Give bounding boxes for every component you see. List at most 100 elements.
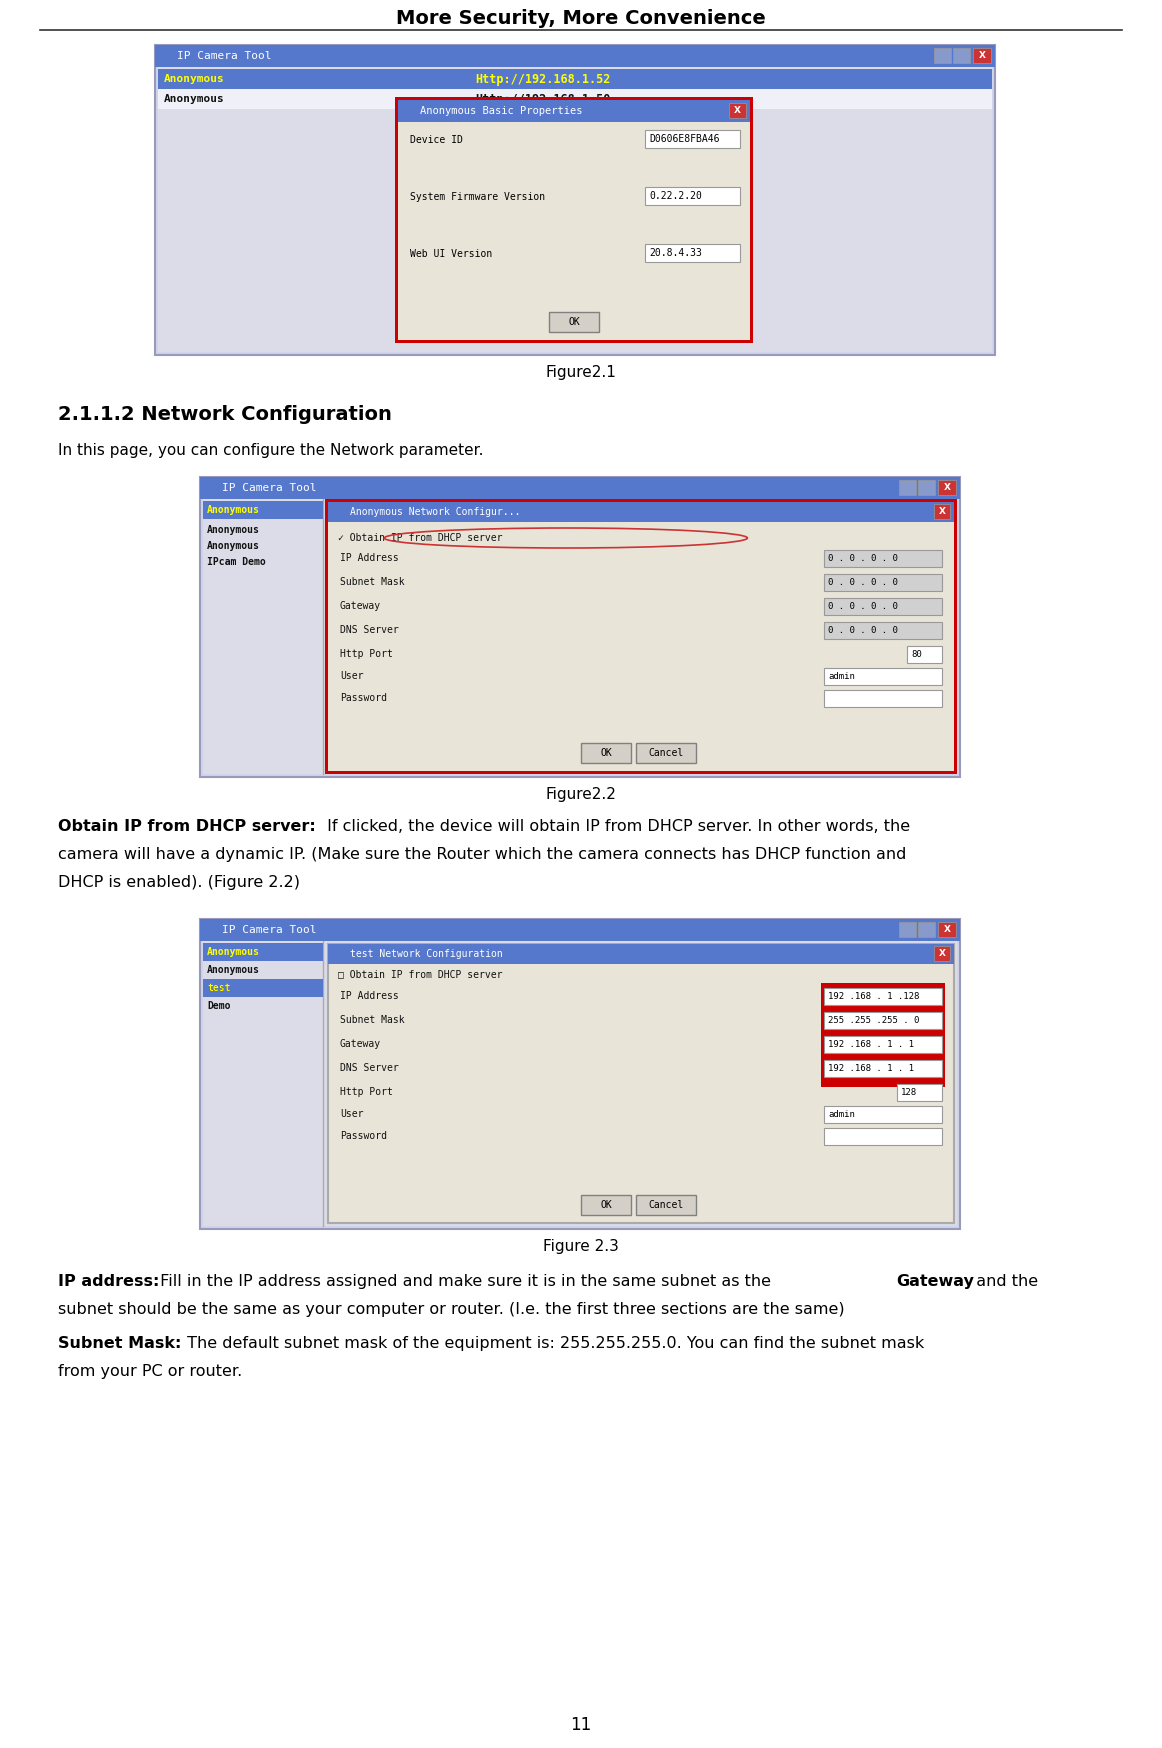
Text: User: User: [340, 671, 364, 682]
FancyBboxPatch shape: [897, 1084, 942, 1101]
Text: 11: 11: [571, 1717, 591, 1734]
Text: IPcam Demo: IPcam Demo: [207, 558, 266, 566]
Text: DHCP is enabled). (Figure 2.2): DHCP is enabled). (Figure 2.2): [58, 876, 300, 890]
Text: IP address:: IP address:: [58, 1274, 159, 1288]
FancyBboxPatch shape: [918, 481, 935, 495]
Text: Obtain IP from DHCP server:: Obtain IP from DHCP server:: [58, 820, 316, 834]
Text: DNS Server: DNS Server: [340, 1063, 399, 1073]
Text: IP Address: IP Address: [340, 552, 399, 563]
FancyBboxPatch shape: [158, 89, 992, 108]
Text: 128: 128: [901, 1087, 917, 1098]
FancyBboxPatch shape: [822, 982, 945, 1087]
Text: Gateway: Gateway: [340, 1038, 381, 1049]
FancyBboxPatch shape: [200, 477, 960, 778]
FancyBboxPatch shape: [203, 940, 323, 1225]
Text: test Network Configuration: test Network Configuration: [350, 949, 503, 960]
Text: X: X: [939, 949, 946, 958]
Text: 0 . 0 . 0 . 0: 0 . 0 . 0 . 0: [829, 579, 898, 587]
Text: DNS Server: DNS Server: [340, 626, 399, 635]
Text: Figure2.1: Figure2.1: [546, 365, 616, 381]
FancyBboxPatch shape: [938, 481, 956, 495]
FancyBboxPatch shape: [395, 96, 753, 343]
Text: admin: admin: [829, 671, 855, 682]
Text: test: test: [207, 982, 230, 993]
FancyBboxPatch shape: [155, 45, 995, 355]
FancyBboxPatch shape: [934, 946, 951, 961]
FancyBboxPatch shape: [203, 498, 323, 774]
FancyBboxPatch shape: [158, 68, 992, 89]
FancyBboxPatch shape: [908, 647, 942, 662]
FancyBboxPatch shape: [645, 129, 740, 149]
FancyBboxPatch shape: [399, 100, 749, 122]
Text: Http Port: Http Port: [340, 649, 393, 659]
Text: 2.1.1.2 Network Configuration: 2.1.1.2 Network Configuration: [58, 406, 392, 425]
FancyBboxPatch shape: [824, 551, 942, 566]
Text: Anonymous: Anonymous: [207, 505, 260, 516]
FancyBboxPatch shape: [824, 690, 942, 706]
Text: Subnet Mask: Subnet Mask: [340, 1016, 404, 1024]
Text: Password: Password: [340, 692, 387, 703]
FancyBboxPatch shape: [824, 1059, 942, 1077]
Text: Anonymous: Anonymous: [164, 94, 224, 103]
Text: IP Camera Tool: IP Camera Tool: [222, 925, 316, 935]
Text: If clicked, the device will obtain IP from DHCP server. In other words, the: If clicked, the device will obtain IP fr…: [322, 820, 910, 834]
Text: X: X: [939, 507, 946, 516]
Text: Gateway: Gateway: [896, 1274, 974, 1288]
Text: X: X: [944, 925, 951, 933]
Text: Subnet Mask:: Subnet Mask:: [58, 1335, 181, 1351]
Text: Anonymous: Anonymous: [207, 947, 260, 956]
FancyBboxPatch shape: [200, 919, 960, 940]
Text: Anonymous: Anonymous: [207, 540, 260, 551]
Text: Cancel: Cancel: [648, 748, 683, 759]
FancyBboxPatch shape: [548, 311, 598, 332]
FancyBboxPatch shape: [155, 45, 995, 66]
FancyBboxPatch shape: [934, 47, 951, 63]
Text: Anonymous Network Configur...: Anonymous Network Configur...: [350, 507, 521, 517]
Text: More Security, More Convenience: More Security, More Convenience: [396, 9, 766, 28]
Text: , and the: , and the: [966, 1274, 1038, 1288]
Text: 0 . 0 . 0 . 0: 0 . 0 . 0 . 0: [829, 601, 898, 612]
Text: User: User: [340, 1108, 364, 1119]
Text: Demo: Demo: [207, 1002, 230, 1010]
FancyBboxPatch shape: [203, 502, 323, 519]
Text: 192 .168 . 1 . 1: 192 .168 . 1 . 1: [829, 1065, 914, 1073]
FancyBboxPatch shape: [636, 743, 696, 762]
Text: test: test: [207, 982, 230, 993]
FancyBboxPatch shape: [158, 66, 992, 351]
FancyBboxPatch shape: [824, 668, 942, 685]
Text: 0.22.2.20: 0.22.2.20: [650, 191, 702, 201]
FancyBboxPatch shape: [645, 245, 740, 262]
FancyBboxPatch shape: [899, 921, 916, 937]
FancyBboxPatch shape: [953, 47, 970, 63]
Text: Device ID: Device ID: [410, 135, 462, 145]
FancyBboxPatch shape: [645, 187, 740, 205]
FancyBboxPatch shape: [824, 1037, 942, 1052]
Text: 192 .168 . 1 . 1: 192 .168 . 1 . 1: [829, 1040, 914, 1049]
Text: IP Address: IP Address: [340, 991, 399, 1002]
Text: Subnet Mask: Subnet Mask: [340, 577, 404, 587]
FancyBboxPatch shape: [328, 944, 954, 963]
Text: camera will have a dynamic IP. (Make sure the Router which the camera connects h: camera will have a dynamic IP. (Make sur…: [58, 848, 906, 862]
Text: Web UI Version: Web UI Version: [410, 248, 493, 259]
FancyBboxPatch shape: [824, 573, 942, 591]
FancyBboxPatch shape: [973, 47, 991, 63]
FancyBboxPatch shape: [203, 979, 323, 996]
Text: Anonymous: Anonymous: [207, 524, 260, 535]
FancyBboxPatch shape: [824, 1127, 942, 1145]
Text: Gateway: Gateway: [340, 601, 381, 612]
FancyBboxPatch shape: [200, 919, 960, 1229]
Text: Http://192.168.1.50: Http://192.168.1.50: [475, 93, 610, 105]
FancyBboxPatch shape: [203, 942, 323, 961]
Text: The default subnet mask of the equipment is: 255.255.255.0. You can find the sub: The default subnet mask of the equipment…: [182, 1335, 924, 1351]
Text: 0 . 0 . 0 . 0: 0 . 0 . 0 . 0: [829, 554, 898, 563]
FancyBboxPatch shape: [581, 1196, 631, 1215]
FancyBboxPatch shape: [824, 1012, 942, 1030]
Text: Anonymous: Anonymous: [207, 965, 260, 975]
FancyBboxPatch shape: [918, 921, 935, 937]
Text: In this page, you can configure the Network parameter.: In this page, you can configure the Netw…: [58, 442, 483, 458]
FancyBboxPatch shape: [934, 503, 951, 519]
FancyBboxPatch shape: [328, 502, 954, 771]
Text: OK: OK: [568, 316, 580, 327]
FancyBboxPatch shape: [636, 1196, 696, 1215]
FancyBboxPatch shape: [938, 921, 956, 937]
